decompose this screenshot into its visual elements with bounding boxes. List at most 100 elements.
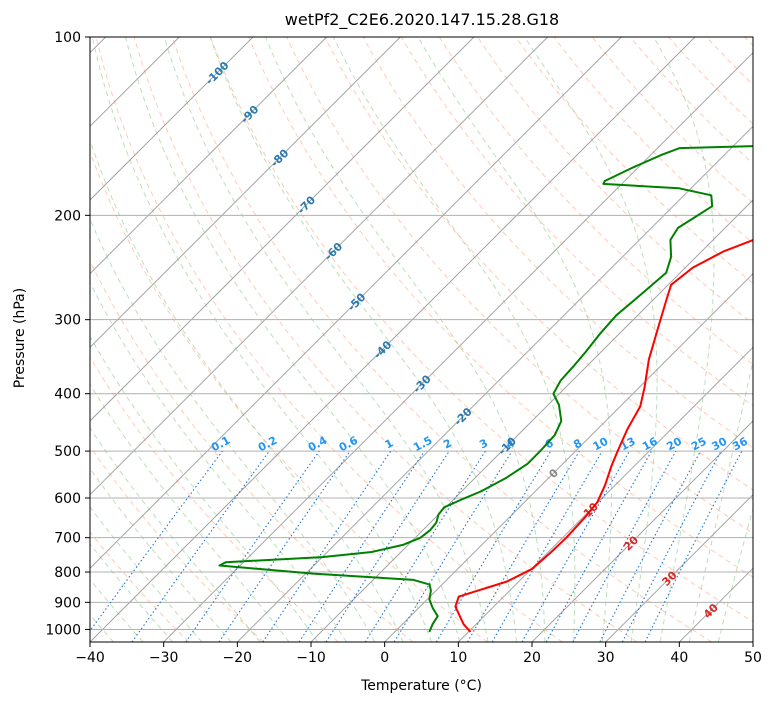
- dry-adiabat: [133, 37, 638, 642]
- moist-adiabat: [90, 217, 376, 642]
- y-tick-label: 800: [54, 565, 81, 581]
- mixing-ratio-label: 20: [664, 435, 684, 454]
- y-tick-label: 1000: [45, 622, 81, 638]
- mixing-ratio-label: 3: [477, 436, 490, 451]
- dewpoint-profile-line: [218, 145, 753, 633]
- moist-adiabat: [125, 37, 461, 642]
- moist-adiabat: [90, 467, 232, 642]
- isotherm-line: [457, 346, 753, 642]
- moist-adiabat: [209, 37, 517, 642]
- moist-adiabat: [717, 506, 753, 642]
- mixing-ratio-line: [90, 450, 223, 632]
- mixing-ratio-line: [644, 450, 743, 642]
- moist-adiabat: [688, 358, 753, 642]
- dry-adiabat: [515, 37, 753, 284]
- x-tick-label: 10: [449, 650, 467, 666]
- dry-adiabat: [668, 37, 753, 125]
- moist-adiabat: [417, 37, 612, 642]
- plot-frame: [89, 36, 754, 643]
- x-tick-label: 40: [670, 650, 688, 666]
- x-tick-label: −30: [149, 650, 179, 666]
- dry-adiabat: [95, 37, 563, 642]
- mixing-ratio-label: 30: [710, 435, 730, 454]
- isotherm-line: [163, 51, 753, 642]
- isotherm-line: [384, 272, 753, 642]
- mixing-ratio-line: [262, 450, 392, 642]
- y-tick-label: 700: [54, 531, 81, 547]
- mixing-ratio-line: [435, 450, 552, 642]
- moist-adiabat: [90, 427, 261, 642]
- dry-adiabat: [477, 37, 753, 325]
- dry-adiabat: [438, 37, 753, 366]
- y-axis-label: Pressure (hPa): [12, 287, 28, 389]
- isotherm-line: [605, 493, 753, 642]
- mixing-ratio-line: [218, 450, 351, 642]
- dry-adiabat: [90, 259, 414, 642]
- mixing-ratio-label: 6: [543, 436, 556, 451]
- chart-title: wetPf2_C2E6.2020.147.15.28.G18: [284, 10, 560, 29]
- x-tick-label: −20: [223, 650, 253, 666]
- dry-adiabat: [90, 445, 264, 642]
- moist-adiabat: [265, 37, 546, 642]
- mixing-ratio-line: [364, 450, 486, 642]
- y-tick-label: 100: [54, 30, 81, 46]
- dry-adiabat: [90, 356, 339, 642]
- mixing-ratio-line: [298, 450, 425, 642]
- mixing-ratio-label: 10: [591, 435, 611, 454]
- isotherm-line: [90, 37, 549, 496]
- moist-adiabat: [653, 37, 715, 642]
- mixing-ratio-line: [393, 450, 513, 642]
- mixing-ratio-line: [131, 450, 270, 642]
- dry-adiabat: [400, 37, 753, 407]
- isotherm-line: [678, 567, 753, 642]
- moist-adiabat: [90, 506, 203, 642]
- mixing-ratio-line: [599, 450, 701, 642]
- mixing-ratio-line: [185, 450, 320, 642]
- isotherm-line: [90, 37, 622, 570]
- mixing-ratio-line: [325, 450, 450, 642]
- moist-adiabat: [524, 37, 658, 642]
- y-tick-label: 900: [54, 595, 81, 611]
- moist-adiabat: [163, 37, 489, 642]
- plot-area: 0.1 0.2 0.4 0.6 1 1.5 2 3 4 6 8 10 13 16 20 25 30 36-100-…: [90, 37, 753, 642]
- dry-adiabat: [591, 37, 753, 204]
- y-tick-label: 200: [54, 208, 81, 224]
- mixing-ratio-line: [572, 450, 677, 642]
- isotherm-line: [236, 125, 753, 642]
- isotherm-line: [90, 37, 328, 275]
- moist-adiabat: [90, 138, 404, 642]
- isotherm-label: -100: [203, 59, 232, 88]
- x-tick-label: 30: [597, 650, 615, 666]
- isotherm-line: [752, 641, 753, 642]
- dry-adiabat: [90, 150, 488, 642]
- isotherm-line: [531, 420, 753, 642]
- mixing-ratio-label: 16: [640, 435, 660, 454]
- mixing-ratio-line: [521, 450, 630, 642]
- temperature-profile-line: [454, 239, 753, 633]
- x-axis-label: Temperature (°C): [361, 678, 482, 694]
- moist-adiabat: [91, 37, 432, 642]
- moist-adiabat: [90, 542, 173, 642]
- isotherm-line: [90, 37, 401, 349]
- mixing-ratio-label: 25: [689, 435, 709, 454]
- dry-adiabat: [90, 531, 190, 642]
- mixing-ratio-line: [545, 450, 653, 642]
- x-tick-label: −40: [75, 650, 105, 666]
- x-tick-label: −10: [296, 650, 326, 666]
- isotherm-label: -90: [238, 103, 261, 126]
- moist-adiabat: [90, 335, 319, 642]
- y-tick-label: 400: [54, 387, 81, 403]
- mixing-ratio-label: 36: [730, 435, 750, 454]
- x-tick-label: 50: [744, 650, 762, 666]
- isotherm-line: [90, 37, 254, 201]
- isotherm-line: [90, 37, 696, 642]
- dry-adiabat: [210, 37, 753, 623]
- dry-adiabat: [248, 37, 753, 578]
- y-tick-label: 600: [54, 491, 81, 507]
- moist-adiabat: [332, 37, 576, 642]
- isotherm-line: [90, 37, 475, 422]
- isotherm-line: [310, 199, 753, 642]
- dry-adiabat: [744, 37, 753, 47]
